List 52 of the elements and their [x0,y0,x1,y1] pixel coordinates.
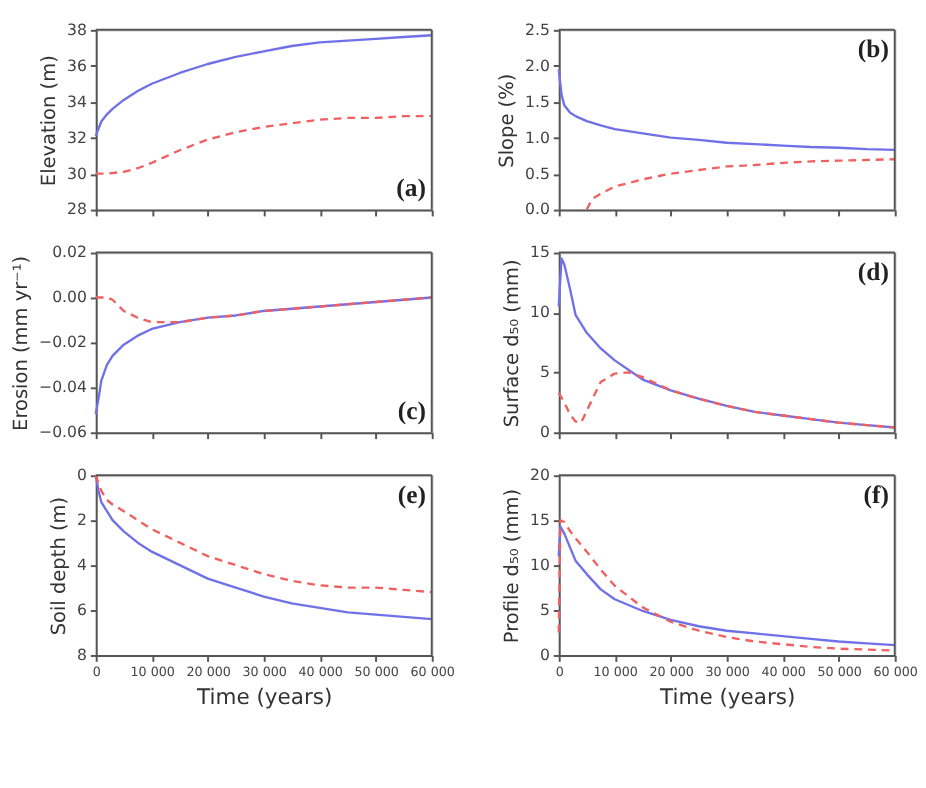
y-tick-label: −0.02 [39,333,87,352]
y-axis-title: Erosion (mm yr⁻¹) [11,255,34,431]
annotation: (d) [857,257,889,286]
y-tick-label: 0.0 [525,200,550,219]
y-tick-label: 10 [530,556,551,575]
y-tick-label: 34 [67,92,88,111]
y-tick-label: 28 [67,200,88,219]
line-series [557,371,896,429]
y-axis-title: Elevation (m) [39,55,62,187]
line-series [585,158,896,211]
annotation: (a) [396,173,426,202]
y-tick-label: 1.5 [525,92,550,111]
line-series [94,114,433,175]
line-series [94,34,433,138]
y-tick-label: 15 [530,511,551,530]
y-axis-title: Slope (%) [497,73,520,168]
annotation: (b) [857,35,889,64]
y-tick-label: 0.5 [525,164,550,183]
y-axis-title: Profile d₅₀ (mm) [502,488,525,644]
y-tick-label: 15 [530,243,551,262]
y-tick-label: 36 [67,56,88,75]
annotation: (c) [397,396,426,425]
y-tick-label: 6 [77,600,87,619]
y-tick-label: 2.0 [525,56,550,75]
y-axis-title: Soil depth (m) [49,496,72,636]
annotation: (f) [863,480,889,509]
y-tick-label: 0.02 [52,243,87,262]
annotation: (e) [397,480,426,509]
y-axis-title: Surface d₅₀ (mm) [502,259,525,428]
y-tick-label: 38 [67,20,88,39]
y-tick-label: 5 [540,363,550,382]
line-series [557,257,896,429]
x-axis-title: Time (years) [658,683,796,710]
line-series [557,68,896,152]
y-tick-label: 0.00 [52,288,87,307]
y-tick-label: −0.06 [39,423,87,442]
y-tick-label: 8 [77,645,87,664]
y-tick-label: 20 [530,466,551,485]
x-axis-title: Time (years) [195,683,333,710]
y-tick-label: −0.04 [39,378,87,397]
y-tick-label: 2.5 [525,20,550,39]
y-tick-label: 1.0 [525,128,550,147]
y-tick-label: 0 [77,466,87,485]
y-tick-label: 30 [67,164,88,183]
y-tick-label: 4 [77,556,87,575]
y-tick-label: 2 [77,511,87,530]
y-tick-label: 0 [540,645,550,664]
y-tick-label: 5 [540,600,550,619]
line-series [94,296,433,324]
y-tick-label: 10 [530,303,551,322]
y-tick-label: 0 [540,423,550,442]
y-tick-label: 32 [67,128,88,147]
